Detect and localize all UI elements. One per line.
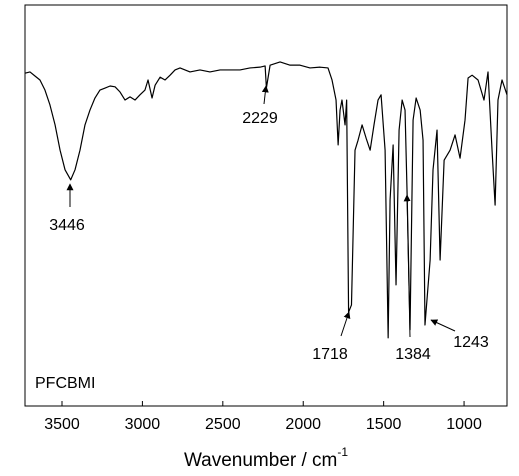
x-tick-label: 3000	[125, 416, 161, 433]
x-axis-title-superscript: -1	[337, 445, 348, 459]
annotation-label: 3446	[49, 217, 85, 234]
x-tick-label: 2000	[285, 416, 321, 433]
annotation-label: 2229	[242, 110, 278, 127]
plot-frame	[24, 4, 508, 407]
x-axis-title: Wavenumber / cm-1	[184, 445, 348, 471]
x-axis-title-main: Wavenumber / cm	[184, 450, 337, 471]
annotation-arrow	[403, 194, 411, 338]
x-tick-label: 1000	[446, 416, 482, 433]
x-tick-label: 1500	[366, 416, 402, 433]
annotation-label: 1243	[453, 334, 489, 351]
annotation-arrow	[430, 319, 456, 332]
x-tick-label: 2500	[205, 416, 241, 433]
x-tick-label: 3500	[44, 416, 80, 433]
annotation-label: 1718	[312, 346, 348, 363]
annotation-arrow	[261, 85, 269, 105]
annotation-label: 1384	[395, 346, 431, 363]
spectrum-line	[24, 61, 508, 339]
sample-label: PFCBMI	[35, 375, 95, 392]
annotation-arrow	[340, 311, 351, 337]
